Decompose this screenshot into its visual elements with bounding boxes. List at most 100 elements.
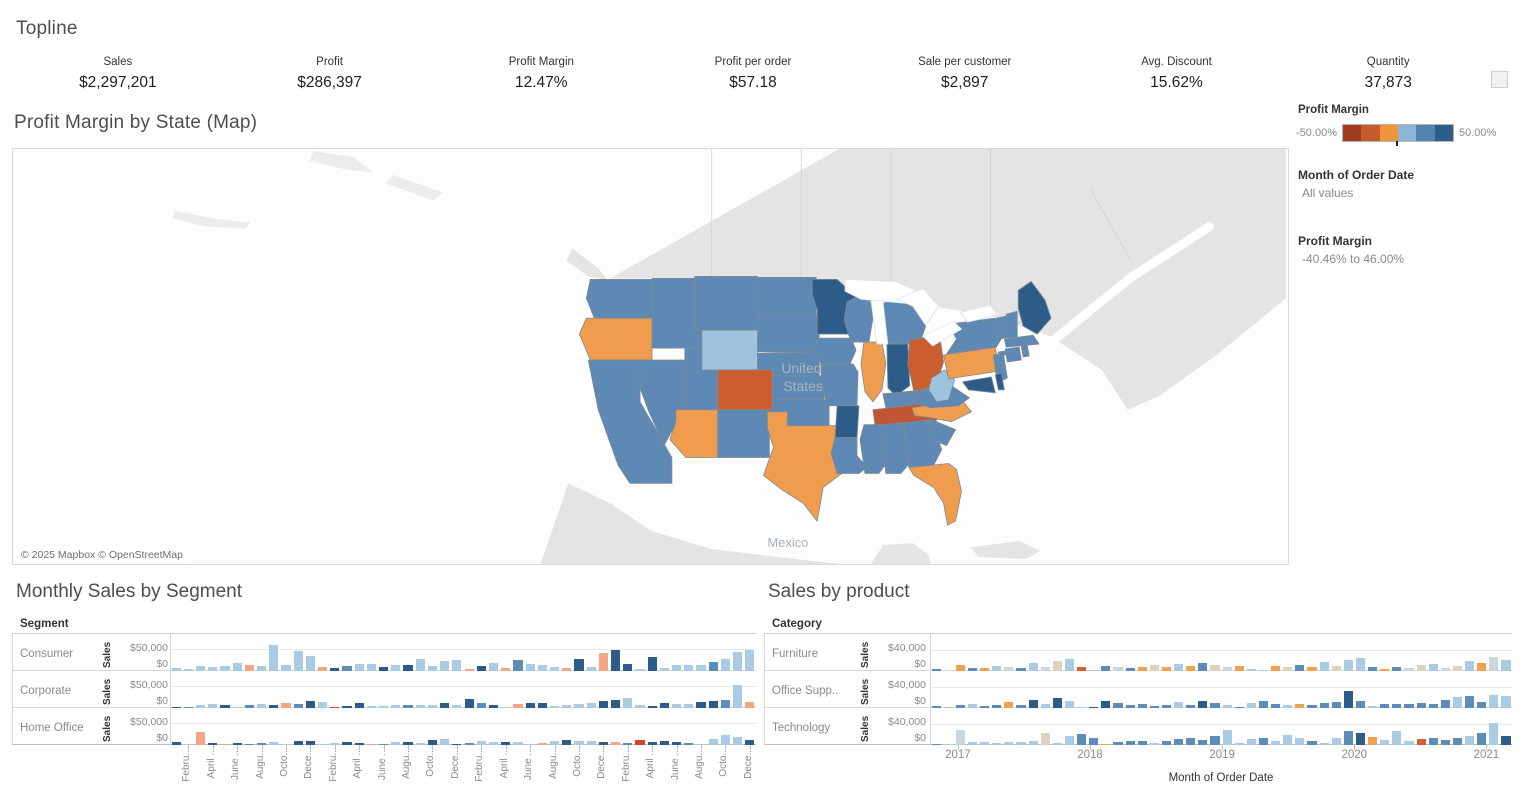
bar[interactable] xyxy=(1258,701,1268,708)
bar[interactable] xyxy=(269,742,279,745)
row-label-technology[interactable]: Technology xyxy=(772,722,831,734)
bar[interactable] xyxy=(1355,732,1365,745)
bar[interactable] xyxy=(672,665,682,671)
bar[interactable] xyxy=(684,704,694,708)
bar[interactable] xyxy=(1392,667,1402,671)
bar[interactable] xyxy=(1222,704,1232,708)
bar[interactable] xyxy=(598,652,608,671)
bar[interactable] xyxy=(955,705,965,708)
bar[interactable] xyxy=(1368,705,1378,708)
row-label-consumer[interactable]: Consumer xyxy=(20,648,74,660)
state-ms[interactable] xyxy=(859,424,886,474)
bar[interactable] xyxy=(1125,741,1135,745)
bar[interactable] xyxy=(1295,703,1305,708)
bar[interactable] xyxy=(1271,740,1281,745)
bar[interactable] xyxy=(1174,664,1184,671)
bar[interactable] xyxy=(342,742,352,745)
bar[interactable] xyxy=(1186,666,1196,671)
bar[interactable] xyxy=(611,742,621,745)
bar[interactable] xyxy=(1101,666,1111,671)
bar[interactable] xyxy=(501,742,511,745)
row-label-corporate[interactable]: Corporate xyxy=(20,685,72,697)
bar[interactable] xyxy=(1271,665,1281,671)
bar[interactable] xyxy=(1416,665,1426,671)
profit-margin-map[interactable]: United States Mexico © 2025 Mapbox © Ope… xyxy=(12,148,1289,565)
bar[interactable] xyxy=(1283,704,1293,708)
bar[interactable] xyxy=(1501,660,1511,671)
bar[interactable] xyxy=(1380,740,1390,745)
bar[interactable] xyxy=(1465,695,1475,708)
state-sd[interactable] xyxy=(757,314,820,353)
bar[interactable] xyxy=(562,739,572,745)
bar[interactable] xyxy=(525,743,535,745)
bar[interactable] xyxy=(1064,701,1074,708)
bar[interactable] xyxy=(391,665,401,671)
bar[interactable] xyxy=(1404,703,1414,708)
bar[interactable] xyxy=(1392,731,1402,745)
bar[interactable] xyxy=(647,706,657,708)
bar[interactable] xyxy=(1040,704,1050,708)
bar[interactable] xyxy=(1222,730,1232,745)
bar[interactable] xyxy=(574,704,584,708)
bar[interactable] xyxy=(1428,703,1438,708)
bar[interactable] xyxy=(1064,736,1074,745)
plot-home-office[interactable] xyxy=(170,708,756,745)
bar[interactable] xyxy=(1198,701,1208,708)
bar[interactable] xyxy=(1052,661,1062,671)
bar[interactable] xyxy=(305,655,315,671)
bar[interactable] xyxy=(1089,670,1099,671)
bar[interactable] xyxy=(1440,740,1450,745)
bar[interactable] xyxy=(1331,666,1341,671)
bar[interactable] xyxy=(992,666,1002,671)
kpi-sales[interactable]: Sales $2,297,201 xyxy=(12,56,224,92)
row-label-furniture[interactable]: Furniture xyxy=(772,648,819,660)
bar[interactable] xyxy=(452,704,462,708)
bar[interactable] xyxy=(1234,743,1244,745)
bar[interactable] xyxy=(1501,736,1511,745)
kpi-profit-per-order[interactable]: Profit per order $57.18 xyxy=(647,56,859,92)
legend-color-strip[interactable] xyxy=(1341,124,1454,146)
bar[interactable] xyxy=(733,652,743,671)
bar[interactable] xyxy=(635,669,645,671)
bar[interactable] xyxy=(354,743,364,745)
bar[interactable] xyxy=(1295,664,1305,671)
state-co[interactable] xyxy=(717,369,773,411)
kpi-avg-discount[interactable]: Avg. Discount 15.62% xyxy=(1071,56,1283,92)
state-nh[interactable] xyxy=(1003,310,1018,339)
bar[interactable] xyxy=(1428,664,1438,671)
bar[interactable] xyxy=(623,742,633,745)
bar[interactable] xyxy=(183,707,193,708)
bar[interactable] xyxy=(305,700,315,708)
bar[interactable] xyxy=(488,663,499,671)
bar[interactable] xyxy=(403,705,413,708)
bar[interactable] xyxy=(955,664,965,671)
bar[interactable] xyxy=(586,702,596,708)
bar[interactable] xyxy=(1052,698,1062,708)
bar[interactable] xyxy=(967,704,977,708)
kpi-profit[interactable]: Profit $286,397 xyxy=(224,56,436,92)
bar[interactable] xyxy=(488,704,499,708)
bar[interactable] xyxy=(403,664,413,671)
bar[interactable] xyxy=(1307,667,1317,671)
bar[interactable] xyxy=(1234,665,1244,671)
bar[interactable] xyxy=(1052,743,1062,745)
bar[interactable] xyxy=(696,744,706,745)
bar[interactable] xyxy=(1113,742,1123,745)
bar[interactable] xyxy=(269,644,279,671)
bar[interactable] xyxy=(537,702,547,708)
state-ri[interactable] xyxy=(1020,344,1030,358)
bar[interactable] xyxy=(342,665,352,671)
bar[interactable] xyxy=(1198,740,1208,745)
kpi-quantity[interactable]: Quantity 37,873 xyxy=(1282,56,1494,92)
bar[interactable] xyxy=(1161,666,1171,671)
bar[interactable] xyxy=(1222,666,1232,671)
bar[interactable] xyxy=(256,704,267,708)
bar[interactable] xyxy=(232,663,242,671)
bar[interactable] xyxy=(208,667,218,671)
bar[interactable] xyxy=(476,740,486,745)
state-in[interactable] xyxy=(886,343,911,397)
bar[interactable] xyxy=(330,668,340,671)
bar[interactable] xyxy=(379,666,389,671)
state-ny[interactable] xyxy=(946,317,1002,355)
bar[interactable] xyxy=(1004,702,1014,708)
